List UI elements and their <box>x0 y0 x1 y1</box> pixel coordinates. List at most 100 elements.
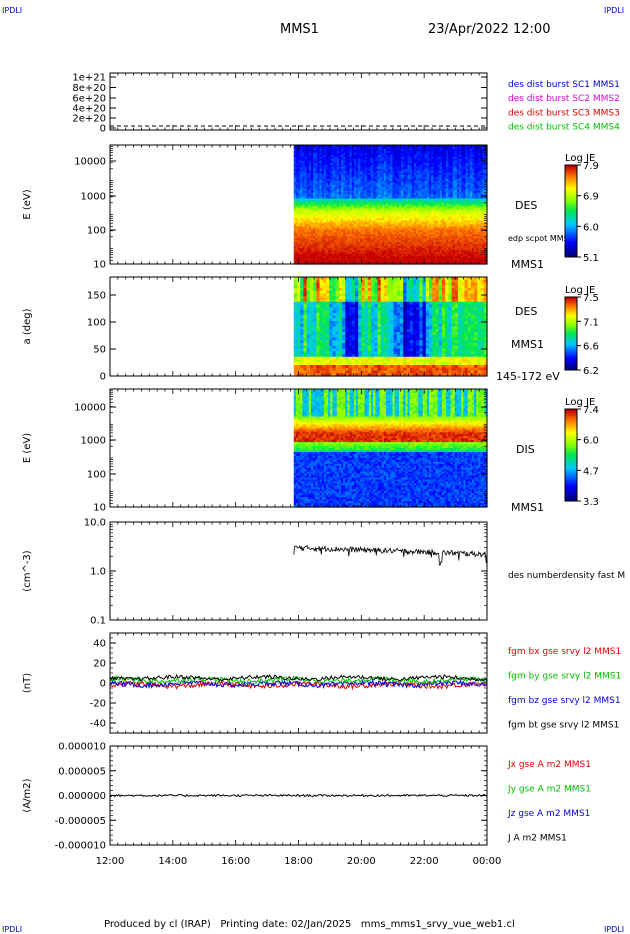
spectrogram-cell <box>401 178 404 182</box>
spectrogram-cell <box>398 210 402 214</box>
spectrogram-cell <box>336 216 340 219</box>
spectrogram-cell <box>409 156 413 160</box>
spectrogram-cell <box>356 148 359 152</box>
spectrogram-cell <box>317 258 321 261</box>
spectrogram-cell <box>293 244 297 247</box>
spectrogram-cell <box>394 148 398 152</box>
spectrogram-cell <box>362 196 366 200</box>
spectrogram-cell <box>345 174 349 178</box>
spectrogram-cell <box>336 206 340 210</box>
spectrogram-cell <box>343 200 346 204</box>
spectrogram-cell <box>362 168 366 172</box>
spectrogram-cell <box>368 184 372 188</box>
spectrogram-cell <box>396 218 400 221</box>
spectrogram-cell <box>411 146 415 150</box>
spectrogram-cell <box>403 200 407 204</box>
spectrogram-cell <box>358 262 361 265</box>
spectrogram-cell <box>323 216 327 219</box>
spectrogram-cell <box>356 178 359 182</box>
spectrogram-cell <box>373 244 376 247</box>
spectrogram-cell <box>379 250 383 253</box>
spectrogram-cell <box>319 218 323 221</box>
spectrogram-cell <box>308 178 312 182</box>
spectrogram-cell <box>343 260 346 263</box>
spectrogram-cell <box>293 178 297 182</box>
spectrogram-cell <box>388 196 391 200</box>
spectrogram-cell <box>386 218 389 221</box>
spectrogram-cell <box>362 212 366 216</box>
spectrogram-cell <box>390 212 394 216</box>
spectrogram-cell <box>388 162 391 166</box>
spectrogram-cell <box>353 182 357 186</box>
spectrogram-cell <box>334 180 338 184</box>
spectrogram-cell <box>341 148 344 152</box>
spectrogram-cell <box>319 246 323 249</box>
spectrogram-cell <box>328 248 331 251</box>
spectrogram-cell <box>360 256 364 259</box>
spectrogram-cell <box>310 230 314 233</box>
spectrogram-cell <box>310 240 314 243</box>
spectrogram-cell <box>351 214 355 217</box>
spectrogram-cell <box>321 148 325 152</box>
spectrogram-cell <box>325 176 329 180</box>
spectrogram-cell <box>368 208 372 212</box>
spectrogram-cell <box>356 180 359 184</box>
spectrogram-cell <box>368 190 372 194</box>
spectrogram-cell <box>377 252 381 255</box>
spectrogram-cell <box>411 216 415 219</box>
spectrogram-cell <box>396 212 400 216</box>
spectrogram-cell <box>392 260 396 263</box>
spectrogram-cell <box>407 178 411 182</box>
spectrogram-cell <box>392 188 396 192</box>
spectrogram-cell <box>373 164 376 168</box>
spectrogram-cell <box>360 210 364 214</box>
spectrogram-cell <box>328 150 331 154</box>
spectrogram-cell <box>394 202 398 206</box>
spectrogram-cell <box>293 180 297 184</box>
spectrogram-cell <box>323 248 327 251</box>
spectrogram-cell <box>298 146 301 150</box>
spectrogram-cell <box>293 214 297 217</box>
spectrogram-cell <box>371 166 374 170</box>
spectrogram-cell <box>300 232 303 235</box>
spectrogram-cell <box>401 210 404 214</box>
spectrogram-cell <box>315 242 319 245</box>
spectrogram-cell <box>394 256 398 259</box>
spectrogram-cell <box>328 228 331 231</box>
spectrogram-cell <box>388 240 391 243</box>
spectrogram-cell <box>319 196 323 200</box>
spectrogram-cell <box>360 172 364 176</box>
spectrogram-cell <box>388 262 391 265</box>
spectrogram-cell <box>343 160 346 164</box>
spectrogram-cell <box>368 220 372 223</box>
spectrogram-cell <box>364 204 368 208</box>
spectrogram-cell <box>345 248 349 251</box>
spectrogram-cell <box>362 240 366 243</box>
spectrogram-cell <box>336 244 340 247</box>
spectrogram-cell <box>310 212 314 216</box>
spectrogram-cell <box>356 158 359 162</box>
spectrogram-cell <box>308 236 312 239</box>
spectrogram-cell <box>396 208 400 212</box>
spectrogram-cell <box>317 196 321 200</box>
spectrogram-cell <box>308 256 312 259</box>
spectrogram-cell <box>394 240 398 243</box>
spectrogram-cell <box>338 150 342 154</box>
spectrogram-cell <box>300 158 303 162</box>
spectrogram-cell <box>300 256 303 259</box>
spectrogram-cell <box>317 160 321 164</box>
spectrogram-cell <box>398 216 402 219</box>
spectrogram-cell <box>343 176 346 180</box>
spectrogram-cell <box>401 150 404 154</box>
spectrogram-cell <box>371 244 374 247</box>
spectrogram-cell <box>401 232 404 235</box>
spectrogram-cell <box>347 236 351 239</box>
spectrogram-cell <box>403 220 407 223</box>
spectrogram-cell <box>319 244 323 247</box>
spectrogram-cell <box>295 164 299 168</box>
spectrogram-cell <box>383 146 387 150</box>
spectrogram-cell <box>360 164 364 168</box>
spectrogram-cell <box>411 182 415 186</box>
spectrogram-cell <box>381 186 385 190</box>
spectrogram-cell <box>315 192 319 196</box>
